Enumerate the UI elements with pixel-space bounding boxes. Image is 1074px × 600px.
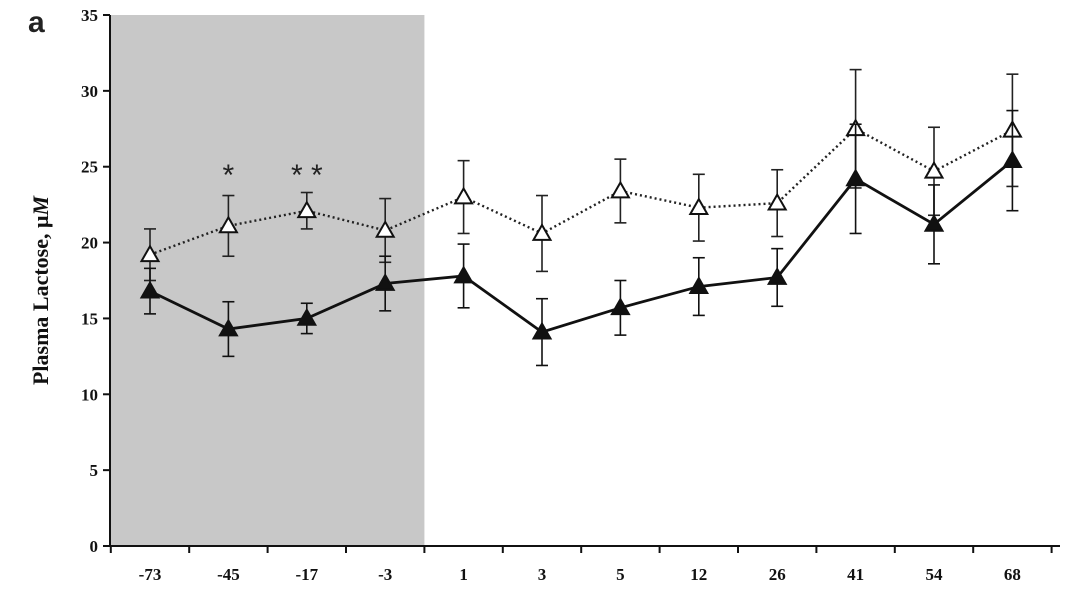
- data-point: [610, 297, 631, 316]
- y-axis-label: Plasma Lactose, μM: [28, 195, 53, 386]
- data-point: [610, 180, 631, 199]
- x-ticks: -73 -45 -17 -3 1 3 5 12 26 41 54 68: [109, 546, 1053, 584]
- series-line: [149, 159, 1014, 334]
- data-point: [296, 200, 318, 219]
- data-point: [218, 215, 239, 234]
- data-point: [688, 197, 710, 216]
- data-point: [139, 244, 161, 263]
- series-layer: [139, 68, 1023, 367]
- significance-mark: * *: [291, 159, 323, 192]
- x-tick-label: 12: [690, 565, 707, 584]
- x-tick-label: 68: [1004, 565, 1021, 584]
- panel-letter: a: [28, 6, 45, 39]
- x-tick-label: 5: [616, 565, 625, 584]
- x-tick-label: 54: [926, 565, 944, 584]
- y-tick-label: 25: [81, 158, 98, 177]
- data-point: [374, 219, 396, 238]
- data-point: [923, 160, 945, 179]
- significance-mark: *: [223, 159, 235, 192]
- data-point: [453, 265, 474, 284]
- data-point: [296, 307, 318, 326]
- x-tick-label: -3: [378, 565, 392, 584]
- x-tick-label: -73: [139, 565, 162, 584]
- data-point: [453, 186, 474, 205]
- x-tick-label: 3: [538, 565, 547, 584]
- y-tick-label: 20: [81, 234, 98, 253]
- y-tick-label: 10: [81, 385, 98, 404]
- series-line: [149, 127, 1013, 256]
- y-tick-label: 35: [81, 6, 98, 25]
- data-point: [923, 213, 945, 232]
- data-point: [139, 280, 161, 299]
- y-axis-label-unit: M: [28, 195, 53, 217]
- x-tick-label: 26: [769, 565, 786, 584]
- data-point: [531, 222, 553, 241]
- y-ticks: 0 5 10 15 20 25 30 35: [81, 6, 110, 556]
- x-tick-label: 1: [459, 565, 468, 584]
- y-tick-label: 15: [81, 309, 98, 328]
- data-point: [845, 168, 866, 187]
- data-point: [374, 273, 396, 291]
- data-point: [766, 266, 788, 285]
- data-point: [531, 321, 553, 340]
- shaded-region: [110, 15, 425, 546]
- data-point: [218, 318, 239, 337]
- series-filled-triangle: [139, 109, 1023, 367]
- y-tick-label: 30: [81, 82, 98, 101]
- data-point: [766, 192, 788, 211]
- data-point: [688, 276, 710, 294]
- y-axis-label-main: Plasma Lactose, μ: [28, 215, 53, 385]
- y-tick-label: 0: [90, 537, 99, 556]
- x-tick-label: -17: [295, 565, 318, 584]
- x-tick-label: -45: [217, 565, 240, 584]
- annotation-layer: * * *: [223, 159, 323, 192]
- y-tick-label: 5: [90, 461, 99, 480]
- x-tick-label: 41: [847, 565, 864, 584]
- data-point: [1002, 150, 1023, 169]
